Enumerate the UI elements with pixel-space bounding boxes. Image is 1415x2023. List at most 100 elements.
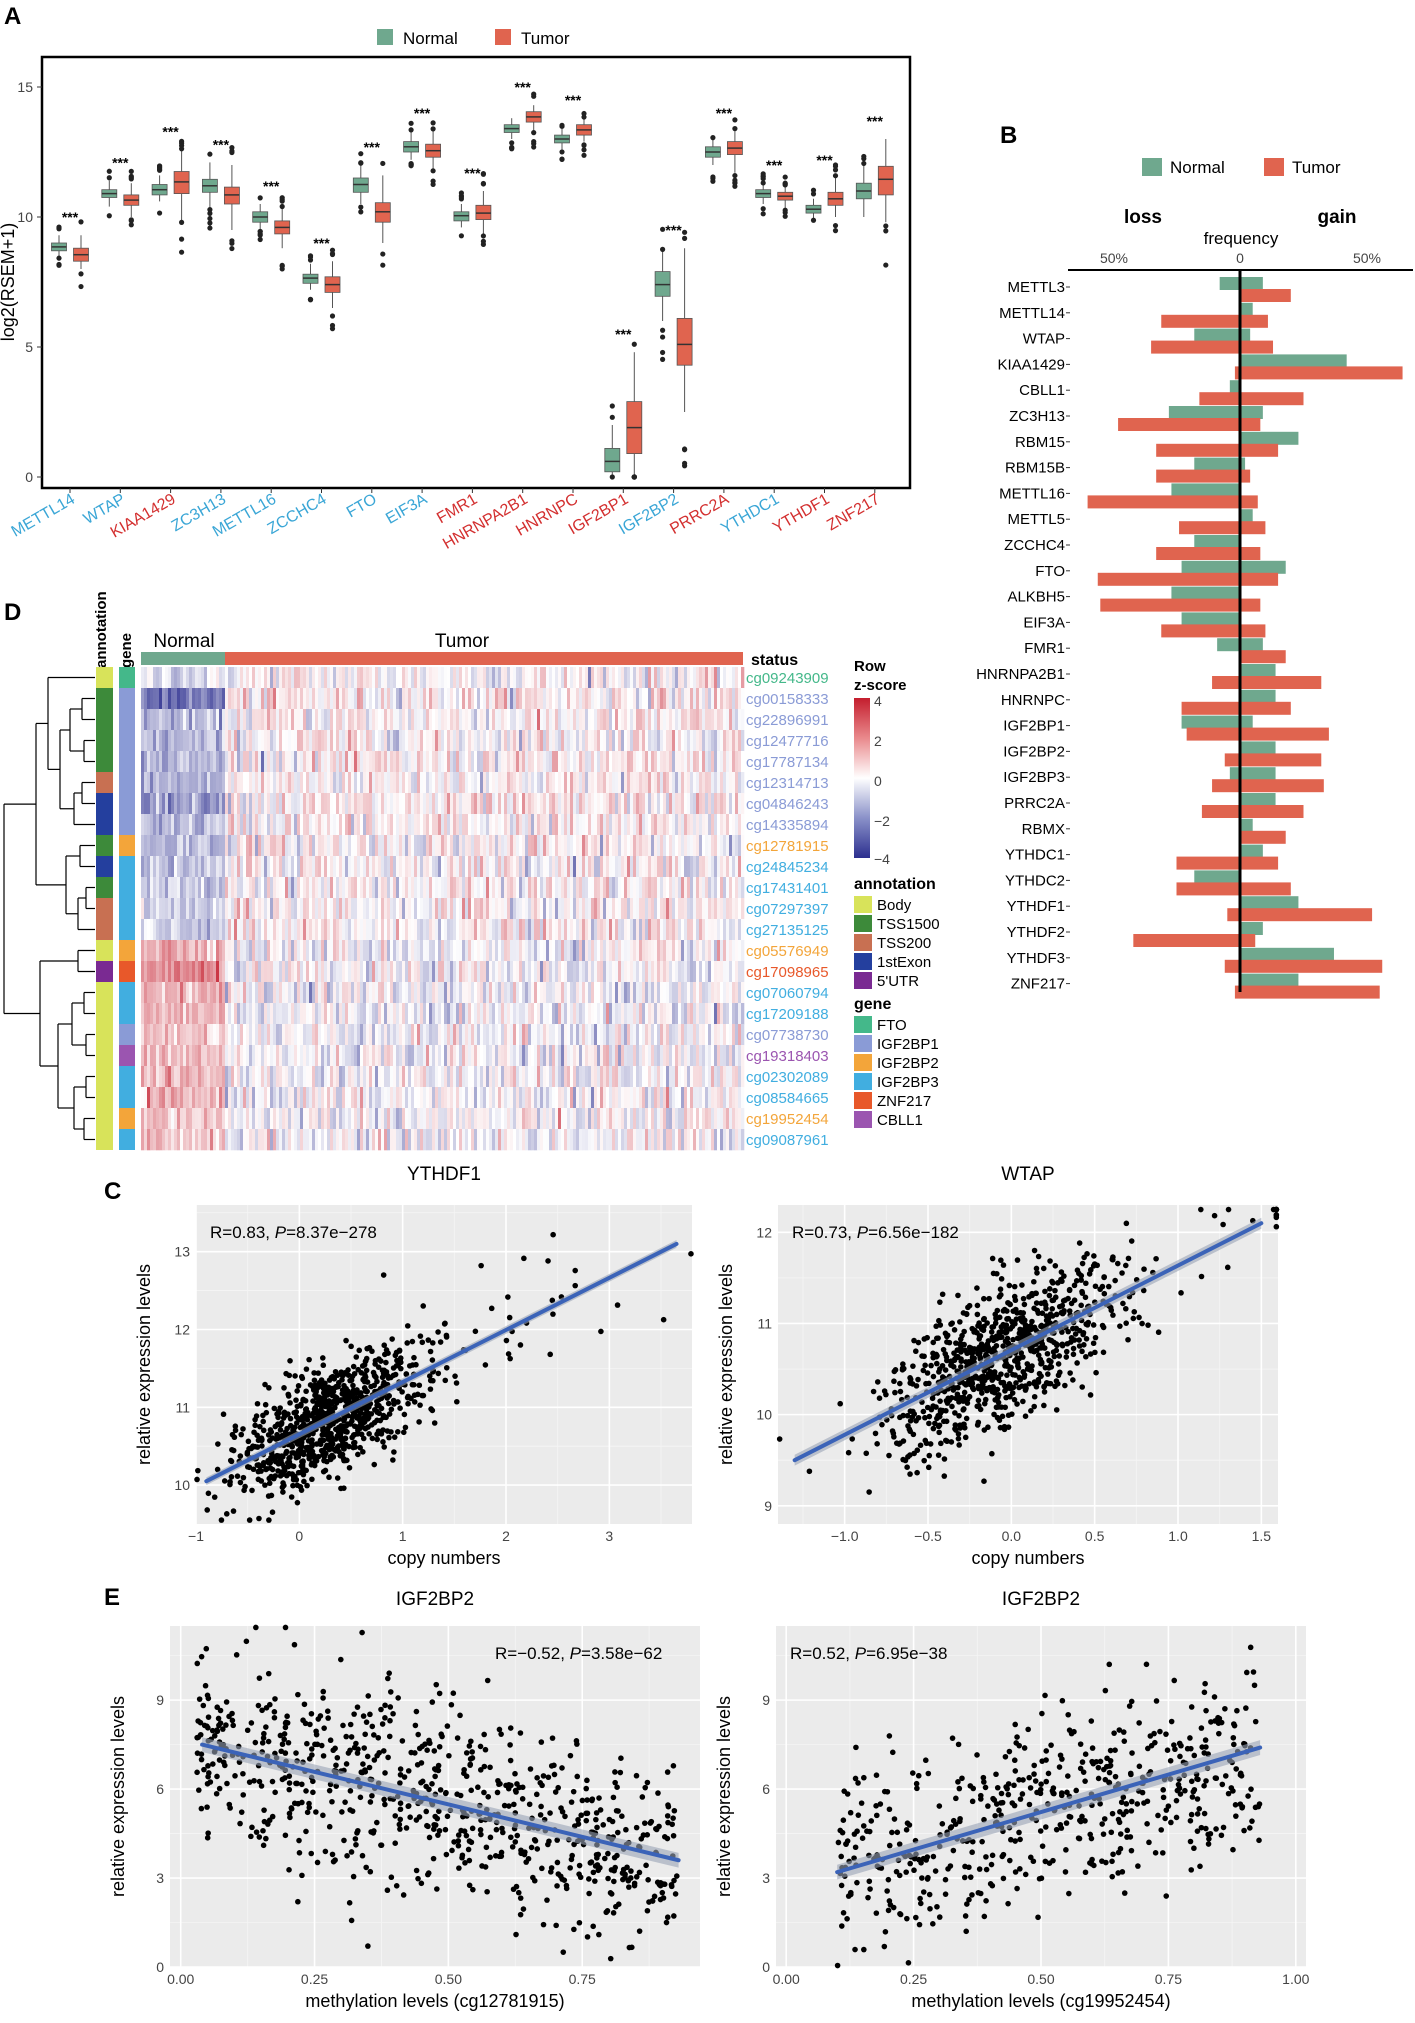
heatmap-cell [300,688,304,710]
heatmap-cell [606,1066,610,1088]
heatmap-cell [363,730,367,752]
heatmap-cell [261,709,265,731]
heatmap-cell [303,856,307,878]
heatmap-cell [342,814,346,836]
heatmap-cell [666,856,670,878]
heatmap-cell [432,1003,436,1025]
heatmap-cell [423,1066,427,1088]
heatmap-cell [513,856,517,878]
heatmap-cell [666,961,670,983]
heatmap-cell [558,856,562,878]
heatmap-cell [489,1045,493,1067]
heatmap-cell [714,898,718,920]
heatmap-cell [264,898,268,920]
heatmap-cell [177,1066,181,1088]
heatmap-cell [735,961,739,983]
heatmap-cell [546,772,550,794]
heatmap-cell [171,751,175,773]
heatmap-cell [342,1045,346,1067]
heatmap-cell [411,793,415,815]
heatmap-cell [441,898,445,920]
heatmap-cell [234,730,238,752]
heatmap-cell [273,814,277,836]
heatmap-cell [531,1045,535,1067]
heatmap-cell [477,1003,481,1025]
heatmap-cell [252,940,256,962]
heatmap-cell [729,1066,733,1088]
heatmap-cell [534,856,538,878]
heatmap-cell [714,961,718,983]
heatmap-cell [681,940,685,962]
heatmap-cell [594,961,598,983]
heatmap-cell [507,940,511,962]
heatmap-cell [153,709,157,731]
box-outlier [207,215,213,222]
heatmap-cell [474,688,478,710]
heatmap-cell [366,814,370,836]
heatmap-cell [678,1045,682,1067]
heatmap-cell [375,856,379,878]
heatmap-cell [456,877,460,899]
heatmap-cell [198,835,202,857]
heatmap-cell [435,940,439,962]
heatmap-cell [261,1003,265,1025]
heatmap-cell [144,835,148,857]
heatmap-cell [525,1045,529,1067]
heatmap-cell [348,1087,352,1109]
heatmap-cell [234,898,238,920]
heatmap-cell [591,835,595,857]
heatmap-cell [429,814,433,836]
gene-cell [119,961,135,982]
heatmap-cell [405,898,409,920]
heatmap-cell [417,1003,421,1025]
heatmap-cell [567,793,571,815]
box-body [877,165,894,196]
bar-normal-loss [1194,457,1240,471]
heatmap-cell [681,793,685,815]
heatmap-cell [207,1003,211,1025]
heatmap-cell [159,688,163,710]
heatmap-cell [276,793,280,815]
heatmap-cell [696,751,700,773]
heatmap-cell [657,877,661,899]
heatmap-cell [621,814,625,836]
heatmap-cell [513,772,517,794]
heatmap-cell [285,1087,289,1109]
heatmap-cell [570,1045,574,1067]
heatmap-cell [411,751,415,773]
heatmap-cell [171,1024,175,1046]
box-outlier [307,253,314,259]
heatmap-cell [729,877,733,899]
heatmap-cell [177,730,181,752]
heatmap-cell [147,1045,151,1067]
heatmap-cell [582,877,586,899]
heatmap-cell [354,877,358,899]
heatmap-cell [228,835,232,857]
heatmap-cell [561,667,565,689]
heatmap-cell [588,940,592,962]
heatmap-cell [336,1024,340,1046]
heatmap-cell [282,709,286,731]
heatmap-cell [648,940,652,962]
heatmap-cell [723,919,727,941]
heatmap-cell [387,688,391,710]
heatmap-cell [357,982,361,1004]
heatmap-cell [699,814,703,836]
heatmap-cell [708,1066,712,1088]
bar-tumor-loss [1227,908,1240,922]
heatmap-cell [246,1045,250,1067]
heatmap-cell [600,898,604,920]
heatmap-cell [315,730,319,752]
heatmap-cell [237,1087,241,1109]
heatmap-cell [171,919,175,941]
heatmap-cell [657,1087,661,1109]
heatmap-cell [297,877,301,899]
heatmap-cell [438,919,442,941]
heatmap-cell [465,1024,469,1046]
heatmap-cell [432,877,436,899]
heatmap-cell [282,751,286,773]
heatmap-cell [444,898,448,920]
heatmap-cell [567,856,571,878]
heatmap-cell [300,856,304,878]
